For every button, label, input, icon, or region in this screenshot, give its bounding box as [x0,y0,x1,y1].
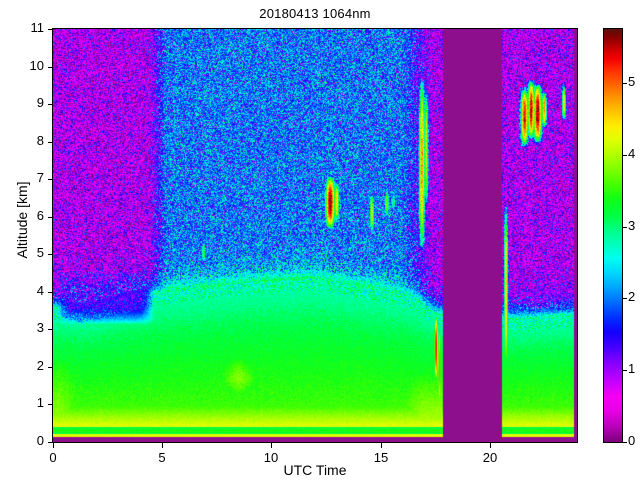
y-tick-label: 3 [36,320,44,335]
colorbar-tick-mark [623,298,627,299]
y-tick-mark [48,404,53,405]
y-tick-mark [48,254,53,255]
y-tick-label: 2 [36,358,44,373]
y-tick-mark [48,367,53,368]
y-tick-label: 5 [36,245,44,260]
y-tick-mark [48,179,53,180]
y-tick-label: 6 [36,208,44,223]
heatmap-plot-area[interactable] [52,28,578,443]
y-tick-mark [48,329,53,330]
colorbar-tick-mark [623,155,627,156]
colorbar-tick-mark [623,227,627,228]
page-title: 20180413 1064nm [259,6,371,21]
colorbar-tick-label: 5 [628,74,636,89]
heatmap-canvas [53,29,577,442]
x-tick-label: 15 [373,450,389,465]
colorbar-tick-label: 1 [628,361,636,376]
y-tick-label: 8 [36,133,44,148]
colorbar-tick-label: 2 [628,289,636,304]
x-tick-label: 20 [482,450,498,465]
x-tick-mark [271,443,272,448]
x-tick-label: 10 [263,450,279,465]
colorbar-tick-label: 4 [628,146,636,161]
y-axis-label: Altitude [km] [14,181,30,259]
x-tick-mark [53,443,54,448]
colorbar-tick-label: 3 [628,218,636,233]
x-tick-label: 5 [158,450,166,465]
y-tick-label: 10 [29,58,44,73]
x-tick-label: 0 [49,450,57,465]
y-tick-label: 1 [36,395,44,410]
colorbar-tick-mark [623,83,627,84]
x-tick-mark [381,443,382,448]
y-tick-mark [48,292,53,293]
y-tick-mark [48,142,53,143]
colorbar-gradient [604,29,622,442]
colorbar-tick-label: 0 [628,433,636,448]
y-tick-label: 11 [30,20,45,35]
y-tick-mark [48,217,53,218]
x-axis-label: UTC Time [283,462,347,478]
x-tick-mark [490,443,491,448]
y-tick-label: 0 [36,433,44,448]
colorbar[interactable] [603,28,623,443]
y-tick-label: 7 [36,170,44,185]
y-tick-label: 4 [36,283,44,298]
x-tick-mark [162,443,163,448]
y-tick-mark [48,442,53,443]
colorbar-tick-mark [623,442,627,443]
y-tick-mark [48,104,53,105]
y-tick-mark [48,29,53,30]
y-tick-mark [48,67,53,68]
colorbar-tick-mark [623,370,627,371]
y-tick-label: 9 [36,95,44,110]
